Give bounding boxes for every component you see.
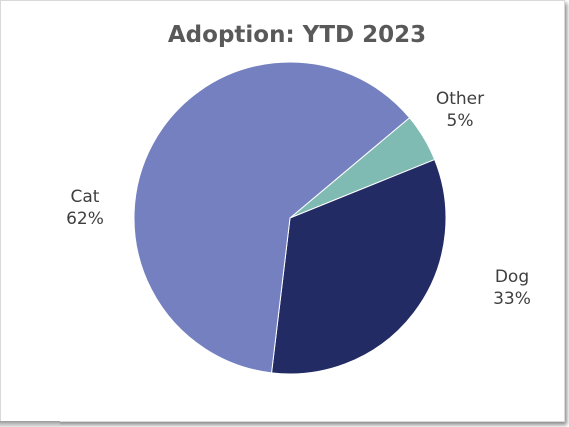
- slice-percent-other: 5%: [447, 111, 474, 131]
- pie-slice-dog: [270, 158, 447, 375]
- pie-slices: [133, 61, 447, 375]
- chart-title: Adoption: YTD 2023: [168, 22, 426, 48]
- slice-label-cat: Cat: [71, 187, 100, 207]
- slice-label-dog: Dog: [495, 267, 529, 287]
- slice-label-other: Other: [436, 89, 484, 109]
- pie-slice-cat: [133, 61, 411, 374]
- frame-shadow: [0, 421, 60, 427]
- slice-percent-cat: 62%: [66, 209, 104, 229]
- slice-percent-dog: 33%: [493, 289, 531, 309]
